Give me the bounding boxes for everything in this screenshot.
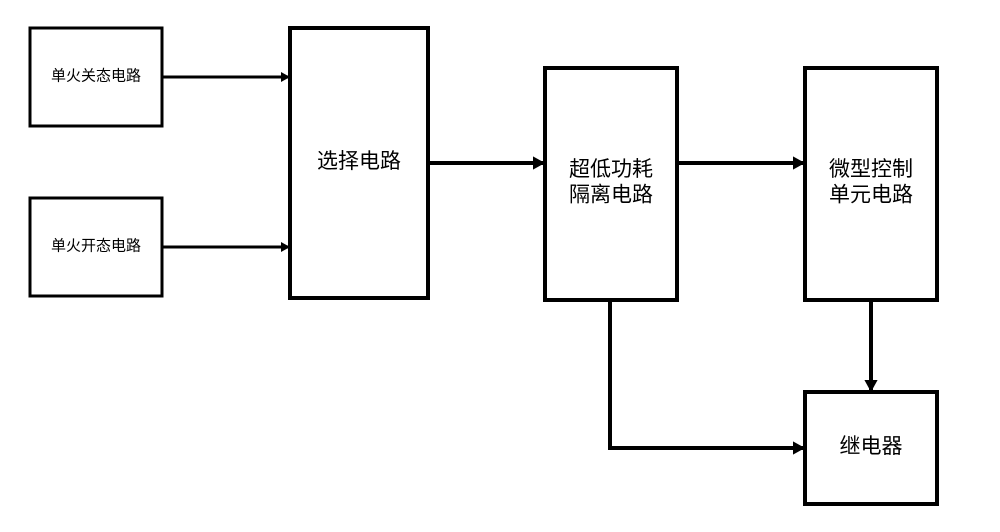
node-n4: 超低功耗隔离电路: [545, 68, 677, 300]
node-label: 选择电路: [317, 149, 401, 173]
node-n3: 选择电路: [290, 28, 428, 298]
node-label: 单火开态电路: [51, 237, 141, 254]
node-n5: 微型控制单元电路: [805, 68, 937, 300]
edge-e3: [428, 156, 545, 169]
node-label: 超低功耗: [569, 157, 653, 181]
edge-e4: [677, 156, 805, 169]
flowchart-canvas: 单火关态电路单火开态电路选择电路超低功耗隔离电路微型控制单元电路继电器: [0, 0, 1000, 532]
edge-e2: [162, 242, 290, 252]
node-label: 单元电路: [829, 182, 913, 206]
edge-e6: [610, 300, 805, 455]
node-label: 单火关态电路: [51, 67, 141, 84]
edge-e1: [162, 72, 290, 82]
node-label: 继电器: [840, 434, 903, 458]
node-label: 隔离电路: [569, 182, 653, 206]
node-n2: 单火开态电路: [30, 198, 162, 296]
node-label: 微型控制: [829, 157, 913, 181]
node-n6: 继电器: [805, 392, 937, 504]
node-n1: 单火关态电路: [30, 28, 162, 126]
edge-e5: [864, 300, 877, 392]
